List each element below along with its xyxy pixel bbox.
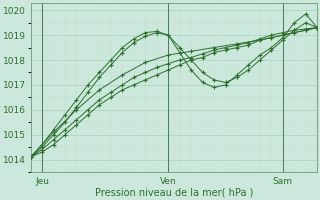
X-axis label: Pression niveau de la mer( hPa ): Pression niveau de la mer( hPa ) bbox=[95, 187, 253, 197]
